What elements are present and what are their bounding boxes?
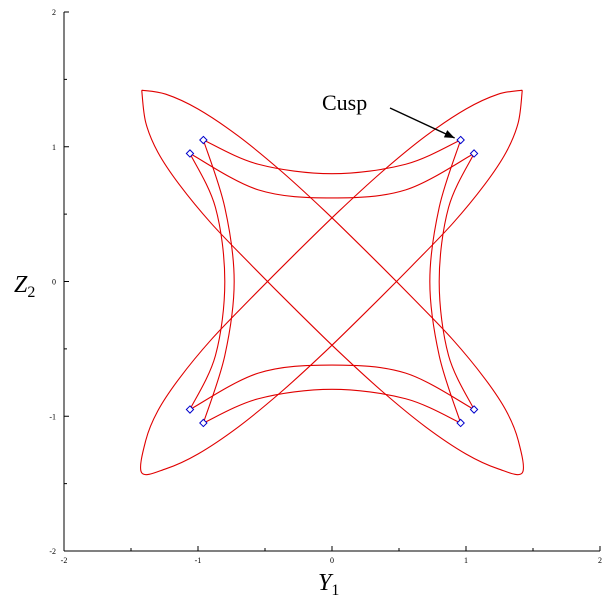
- x-tick-label: 0: [330, 556, 334, 565]
- axis-label-layer: Y1 Z2: [14, 272, 339, 596]
- cusp-marker: [456, 418, 465, 428]
- y-tick-label: -1: [49, 412, 56, 421]
- x-tick-label: -2: [61, 556, 68, 565]
- cusp-marker: [469, 405, 479, 414]
- cusp-annotation-arrowhead: [443, 130, 455, 139]
- cusp-marker: [199, 418, 208, 428]
- y-tick-label: 0: [52, 278, 56, 287]
- x-axis-label: Y1: [318, 570, 339, 596]
- y-axis-label: Z2: [14, 272, 35, 301]
- cusp-marker: [185, 405, 195, 414]
- cusp-marker: [469, 149, 479, 158]
- curve-diagonal-ellipses-1: [141, 89, 524, 476]
- tick-layer: -2 -1 0 1 2 -2 -1 0 1 2: [49, 8, 602, 565]
- curve-inner-astroid-2: [202, 139, 462, 424]
- cusp-annotation-label: Cusp: [322, 90, 367, 115]
- y-tick-label: 2: [52, 8, 56, 17]
- x-tick-label: 1: [464, 556, 468, 565]
- curve-layer: [140, 89, 524, 476]
- x-tick-label: 2: [598, 556, 602, 565]
- cusp-annotation-arrow: [389, 107, 455, 139]
- x-tick-label: -1: [195, 556, 202, 565]
- y-tick-label: 1: [52, 143, 56, 152]
- curve-outer-astroid-3: [188, 152, 476, 411]
- cusp-marker-layer: [185, 135, 479, 428]
- cusp-annotation: Cusp: [322, 90, 455, 139]
- y-tick-label: -2: [49, 547, 56, 556]
- cusp-marker: [199, 135, 208, 145]
- cusp-marker: [185, 149, 195, 158]
- curve-diagonal-ellipses-0: [140, 89, 523, 476]
- cusp-marker: [456, 135, 465, 145]
